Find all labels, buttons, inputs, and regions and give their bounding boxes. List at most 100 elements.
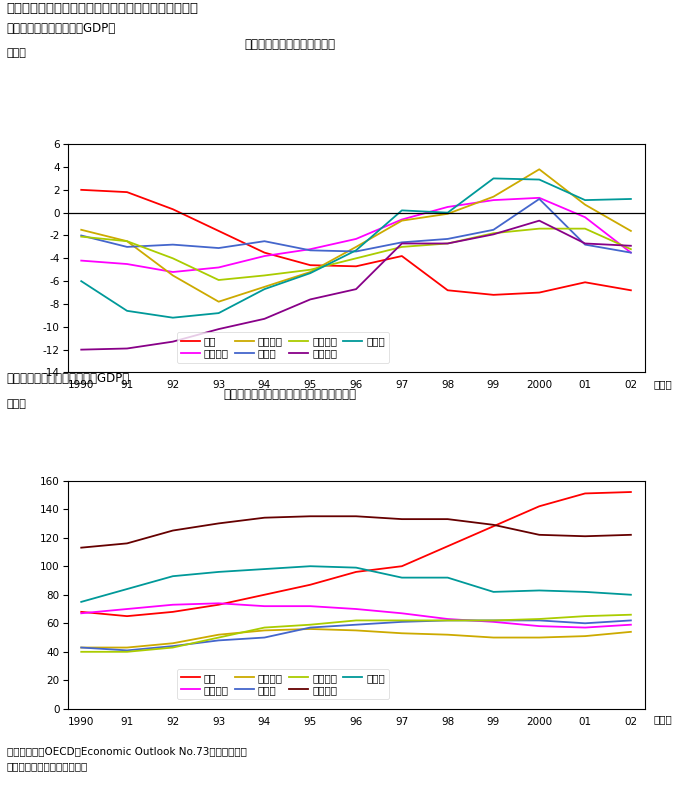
カナダ [581,587,589,597]
フランス [443,616,452,626]
イタリア [627,241,635,251]
フランス [352,253,360,263]
イタリア [535,215,543,225]
日本 [535,501,543,511]
日本 [398,252,406,261]
フランス [398,242,406,252]
イギリス [123,642,131,652]
イタリア [443,514,452,524]
日本 [581,277,589,287]
ドイツ [443,234,452,244]
アメリカ [489,195,497,205]
イギリス [215,297,223,307]
ドイツ [627,248,635,257]
イタリア [123,538,131,548]
日本 [535,288,543,297]
Line: イタリア: イタリア [81,517,631,548]
日本 [306,260,315,270]
日本 [77,607,85,617]
Line: カナダ: カナダ [81,566,631,602]
ドイツ [77,642,85,652]
日本 [443,541,452,551]
アメリカ [443,614,452,624]
ドイツ [443,616,452,626]
アメリカ [535,622,543,631]
アメリカ [352,604,360,614]
イタリア [581,239,589,248]
フランス [627,244,635,254]
Line: ドイツ: ドイツ [81,621,631,650]
アメリカ [261,602,269,611]
アメリカ [489,617,497,626]
カナダ [489,587,497,597]
ドイツ [581,239,589,249]
カナダ [77,597,85,606]
ドイツ [123,646,131,655]
フランス [123,236,131,246]
イギリス [489,192,497,202]
フランス [581,611,589,621]
イタリア [489,520,497,529]
フランス [398,616,406,626]
イギリス [443,209,452,219]
アメリカ [169,600,177,610]
イギリス [581,200,589,210]
ドイツ [77,231,85,240]
フランス [215,276,223,285]
フランス [169,253,177,263]
ドイツ [306,622,315,632]
フランス [443,239,452,248]
フランス [535,223,543,233]
日本 [261,590,269,599]
イタリア [77,543,85,553]
日本 [169,204,177,214]
アメリカ [627,248,635,257]
フランス [215,633,223,642]
フランス [306,265,315,275]
イギリス [169,271,177,280]
イギリス [535,633,543,642]
日本 [398,562,406,571]
カナダ [627,194,635,203]
アメリカ [77,609,85,618]
カナダ [443,207,452,217]
ドイツ [398,617,406,626]
カナダ [535,175,543,184]
日本 [489,521,497,531]
イギリス [398,629,406,638]
イタリア [398,514,406,524]
イギリス [443,630,452,639]
アメリカ [306,244,315,254]
イタリア [77,344,85,354]
アメリカ [123,260,131,269]
ドイツ [581,618,589,628]
カナダ [581,195,589,205]
Line: アメリカ: アメリカ [81,198,631,272]
フランス [77,231,85,241]
フランス [77,647,85,657]
カナダ [169,313,177,323]
アメリカ [535,193,543,203]
カナダ [352,246,360,256]
イタリア [306,295,315,304]
イギリス [627,226,635,235]
イギリス [535,164,543,174]
イギリス [306,624,315,634]
日本 [627,487,635,497]
日本 [123,187,131,197]
カナダ [169,571,177,581]
カナダ [261,564,269,574]
Text: 我が国政府の債務残高は主要先進国中最高: 我が国政府の債務残高は主要先進国中最高 [223,388,357,400]
カナダ [443,573,452,582]
Text: （年）: （年） [653,714,672,724]
ドイツ [169,642,177,651]
日本 [77,185,85,195]
カナダ [123,306,131,316]
イタリア [443,239,452,248]
Text: 第３－３－７図　先進諸国の財政赤字と政府債務残高: 第３－３－７図 先進諸国の財政赤字と政府債務残高 [7,2,198,15]
Line: ドイツ: ドイツ [81,199,631,252]
イギリス [215,630,223,639]
カナダ [489,174,497,183]
イギリス [77,642,85,652]
フランス [627,610,635,619]
